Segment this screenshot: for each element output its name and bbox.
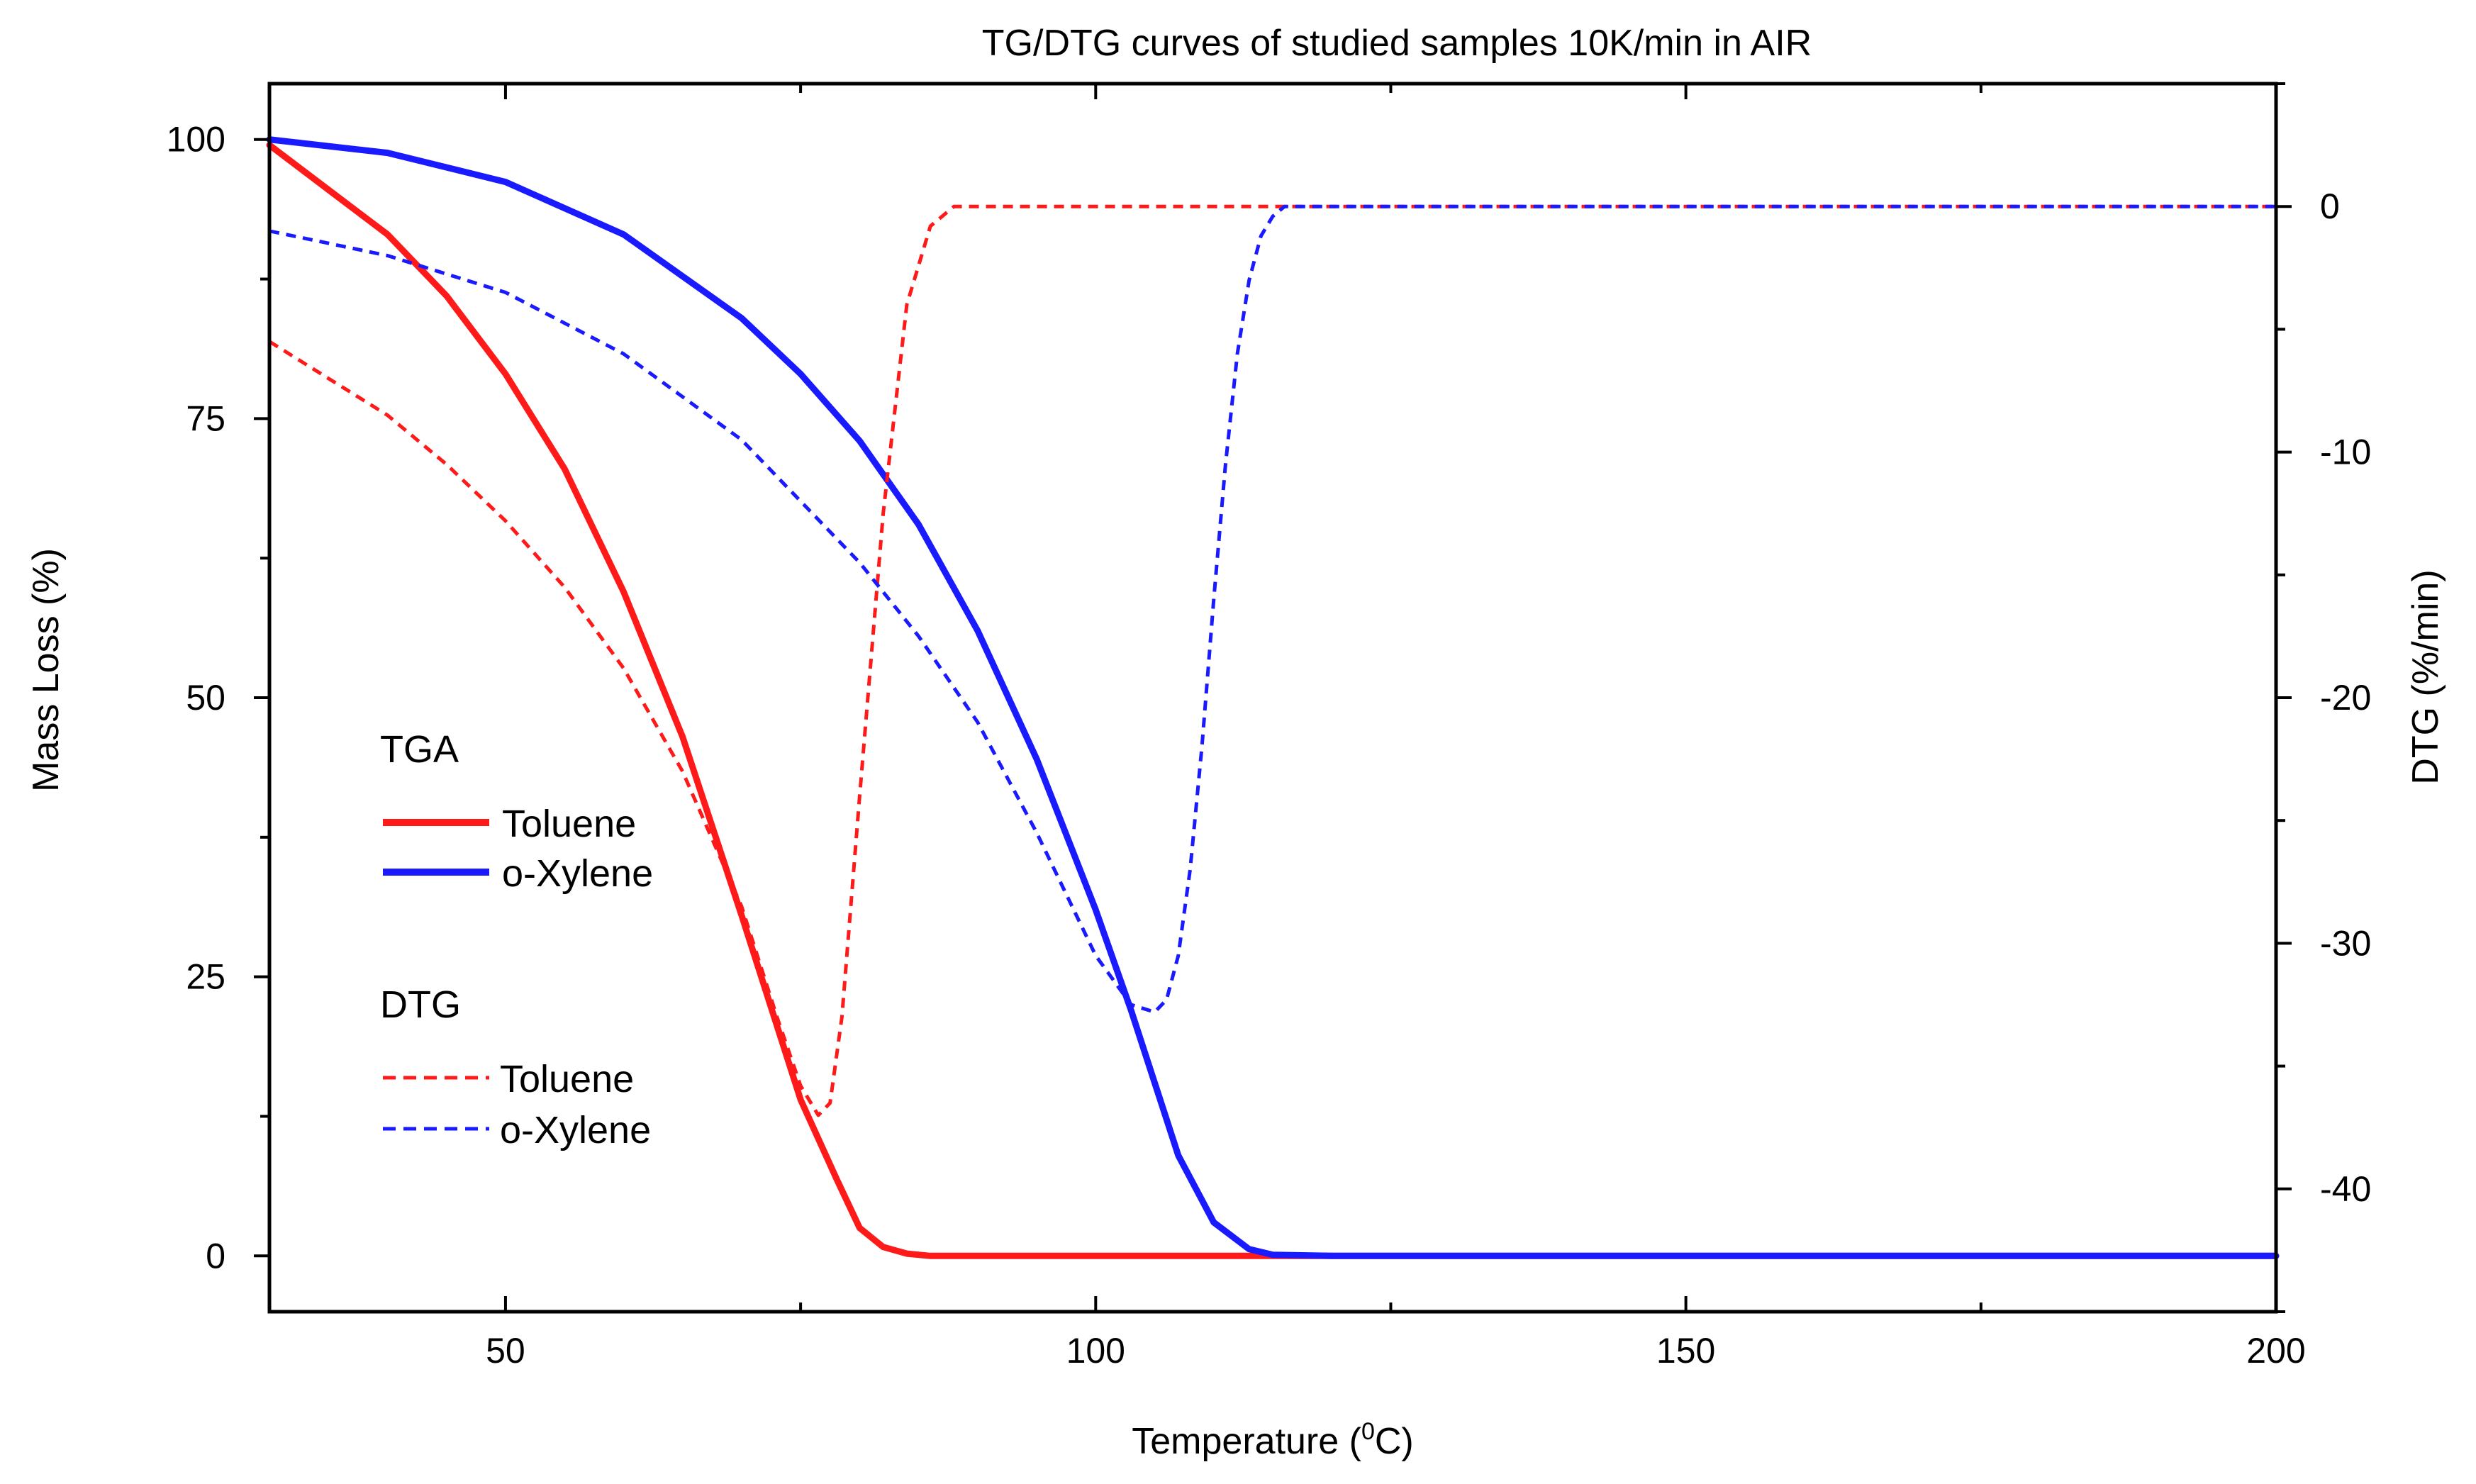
legend-group-tga-title: TGA [380,728,459,771]
legend-label-dtg-toluene: Toluene [500,1058,634,1100]
y-tick-label: 50 [186,678,225,718]
y-axis-label: Mass Loss (%) [26,548,67,792]
y2-axis-ticks: 0 -10 -20 -30 -40 [2276,82,2371,1313]
legend: TGA Toluene o-Xylene DTG Toluene o-Xylen… [380,728,653,1151]
y-tick-label: 100 [167,120,225,160]
y2-tick-label: 0 [2320,186,2340,226]
y2-tick-label: -30 [2320,923,2371,963]
series-line-tga-o-xylene [266,136,2280,1259]
x-tick-label: 100 [1066,1331,1125,1371]
y2-tick-label: -20 [2320,678,2371,718]
y-axis-ticks: 0 25 50 75 100 [167,120,269,1276]
x-axis-label: Temperature (0C) [1132,1418,1413,1462]
series-layer [266,136,2280,1259]
x-axis-label-suffix: C) [1375,1421,1414,1462]
x-tick-label: 150 [1656,1331,1715,1371]
series-line-tga-toluene [266,142,2280,1259]
y-tick-label: 0 [206,1236,225,1276]
legend-group-dtg-title: DTG [380,983,461,1026]
x-axis-label-superscript: 0 [1361,1418,1375,1445]
legend-label-tga-o-xylene: o-Xylene [502,852,653,895]
legend-label-dtg-o-xylene: o-Xylene [500,1109,651,1151]
series-line-dtg-toluene [268,204,2276,1117]
x-axis-label-text: Temperature ( [1132,1421,1361,1462]
series-line-dtg-o-xylene [269,204,2276,1014]
y2-tick-label: -10 [2320,433,2371,472]
y-tick-label: 25 [186,957,225,997]
x-tick-label: 50 [486,1331,525,1371]
chart-title: TG/DTG curves of studied samples 10K/min… [982,23,1812,64]
y-tick-label: 75 [186,398,225,438]
y2-axis-label: DTG (%/min) [2405,569,2446,784]
y2-tick-label: -40 [2320,1169,2371,1209]
legend-label-tga-toluene: Toluene [502,803,636,845]
x-axis-ticks: 50 100 150 200 [486,84,2306,1371]
x-tick-label: 200 [2246,1331,2305,1371]
